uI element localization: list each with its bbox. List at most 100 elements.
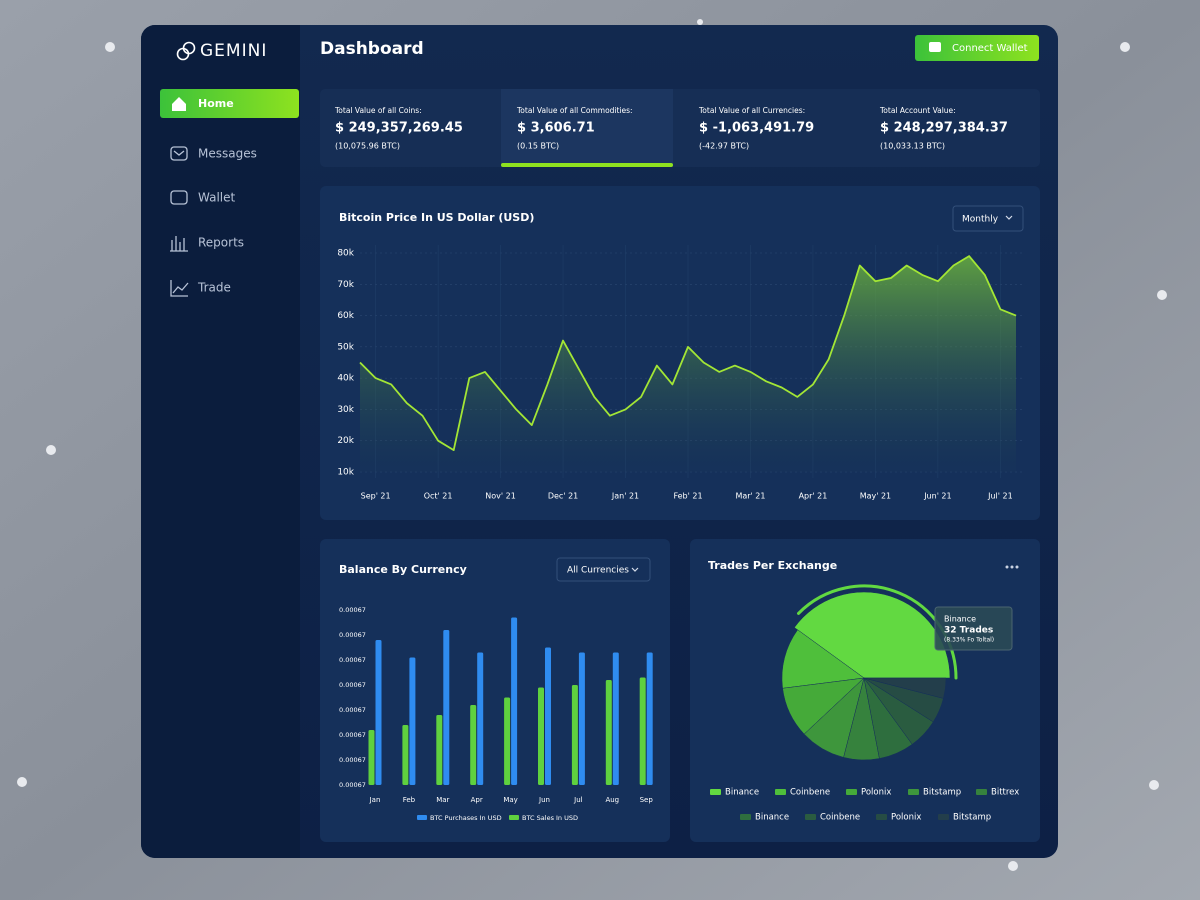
legend-label: Coinbene	[820, 813, 860, 823]
bar	[639, 677, 646, 785]
home-icon	[172, 97, 186, 111]
more-menu[interactable]	[1005, 565, 1019, 569]
y-tick-label: 0.00067	[339, 731, 366, 739]
bar	[443, 630, 450, 785]
background-dots	[17, 19, 1167, 871]
menu-item[interactable]: Wallet	[198, 191, 236, 205]
dropdown[interactable]	[556, 557, 651, 582]
legend-label: Bittrex	[991, 788, 1019, 798]
stat-btc: (0.15 BTC)	[517, 142, 559, 151]
y-tick-label: 0.00067	[339, 631, 366, 639]
x-tick-label: Sep' 21	[361, 492, 391, 501]
stat-label: Total Value of all Coins:	[334, 106, 422, 115]
bar	[612, 652, 619, 785]
legend-swatch	[876, 814, 887, 820]
bar	[571, 685, 578, 785]
legend-label: Bitstamp	[953, 813, 991, 823]
legend-swatch	[805, 814, 816, 820]
x-tick-label: Jul	[573, 796, 583, 804]
stat-value: $ -1,063,491.79	[699, 121, 814, 136]
wallet-button-icon	[929, 42, 941, 52]
tooltip-value: 32 Trades	[944, 626, 993, 636]
x-tick-label: Dec' 21	[548, 492, 578, 501]
bar	[477, 652, 484, 785]
tooltip-name: Binance	[944, 615, 976, 624]
messages-icon	[170, 146, 188, 161]
x-tick-label: Mar	[436, 796, 449, 804]
trade-icon	[170, 280, 189, 297]
y-tick-label: 20k	[337, 436, 354, 446]
stats-active-bg	[501, 89, 673, 167]
stats-labels: Total Value of all Coins: $ 249,357,269.…	[334, 106, 1008, 151]
stat-value: $ 3,606.71	[517, 121, 595, 136]
legend-swatch	[509, 815, 519, 820]
bar	[646, 652, 653, 785]
menu-item[interactable]: Messages	[198, 147, 257, 161]
stat-label: Total Account Value:	[879, 106, 956, 115]
legend-swatch	[938, 814, 949, 820]
logo-icon	[176, 41, 196, 61]
wallet-icon	[170, 190, 188, 205]
legend-swatch	[740, 814, 751, 820]
legend-label: BTC Sales In USD	[522, 814, 578, 822]
y-tick-label: 30k	[337, 405, 354, 415]
pie-slice	[794, 591, 951, 679]
y-tick-label: 70k	[337, 280, 354, 290]
menu-item[interactable]: Reports	[198, 236, 244, 250]
bar	[578, 652, 585, 785]
price-line	[359, 255, 1017, 451]
stat-btc: (10,033.13 BTC)	[880, 142, 945, 151]
pie-chart: Binance Coinbene Polonix Bitstamp Bittrex Bin…	[710, 584, 1019, 823]
x-tick-label: Oct' 21	[424, 492, 453, 501]
legend-swatch	[710, 789, 721, 795]
x-tick-label: Jan' 21	[611, 492, 639, 501]
legend-swatch	[846, 789, 857, 795]
stats-active-underline	[501, 163, 673, 167]
x-tick-label: Apr	[471, 796, 483, 804]
y-tick-label: 40k	[337, 374, 354, 384]
bar	[436, 715, 443, 785]
y-tick-label: 0.00067	[339, 706, 366, 714]
bar	[538, 687, 544, 785]
y-tick-label: 10k	[337, 468, 354, 478]
bar	[605, 680, 612, 785]
legend-label: Polonix	[861, 788, 891, 798]
tooltip	[934, 606, 1013, 651]
legend-label: Binance	[755, 813, 789, 823]
bar	[409, 657, 416, 785]
menu-item[interactable]: Home	[198, 97, 234, 110]
stat-btc: (-42.97 BTC)	[699, 142, 749, 151]
bar	[470, 705, 477, 785]
y-tick-label: 0.00067	[339, 781, 366, 789]
x-tick-label: Mar' 21	[735, 492, 765, 501]
bar	[375, 640, 382, 785]
x-tick-label: Jun' 21	[923, 492, 951, 501]
dropdown-chevron	[631, 567, 639, 572]
pie-slice	[781, 629, 865, 689]
dropdown[interactable]	[952, 205, 1024, 232]
connect-wallet-button[interactable]	[915, 35, 1039, 61]
stat-value: $ 249,357,269.45	[335, 121, 463, 136]
dropdown-chevron	[1005, 215, 1013, 220]
messages-icon-flap	[173, 150, 185, 156]
connect-wallet-label[interactable]: Connect Wallet	[952, 43, 1028, 54]
dropdown-label[interactable]: Monthly	[962, 215, 999, 225]
x-tick-label: Feb	[403, 796, 416, 804]
logo: GEMINI	[200, 41, 267, 61]
menu-active-bg[interactable]	[160, 89, 299, 118]
legend-label: Polonix	[891, 813, 921, 823]
legend-swatch	[775, 789, 786, 795]
menu-item[interactable]: Trade	[197, 281, 231, 295]
y-tick-label: 0.00067	[339, 756, 366, 764]
bar-chart: 0.00067 0.00067 0.00067 0.00067 0.00067 0.000…	[339, 606, 653, 822]
legend-label: Coinbene	[790, 788, 830, 798]
reports-icon	[170, 236, 188, 252]
legend-label: Binance	[725, 788, 759, 798]
dropdown-label[interactable]: All Currencies	[567, 566, 629, 576]
y-tick-label: 80k	[337, 249, 354, 259]
y-tick-label: 0.00067	[339, 656, 366, 664]
stat-btc: (10,075.96 BTC)	[335, 142, 400, 151]
x-tick-label: May' 21	[860, 492, 891, 501]
x-tick-label: Jul' 21	[987, 492, 1013, 501]
x-tick-label: Feb' 21	[673, 492, 702, 501]
